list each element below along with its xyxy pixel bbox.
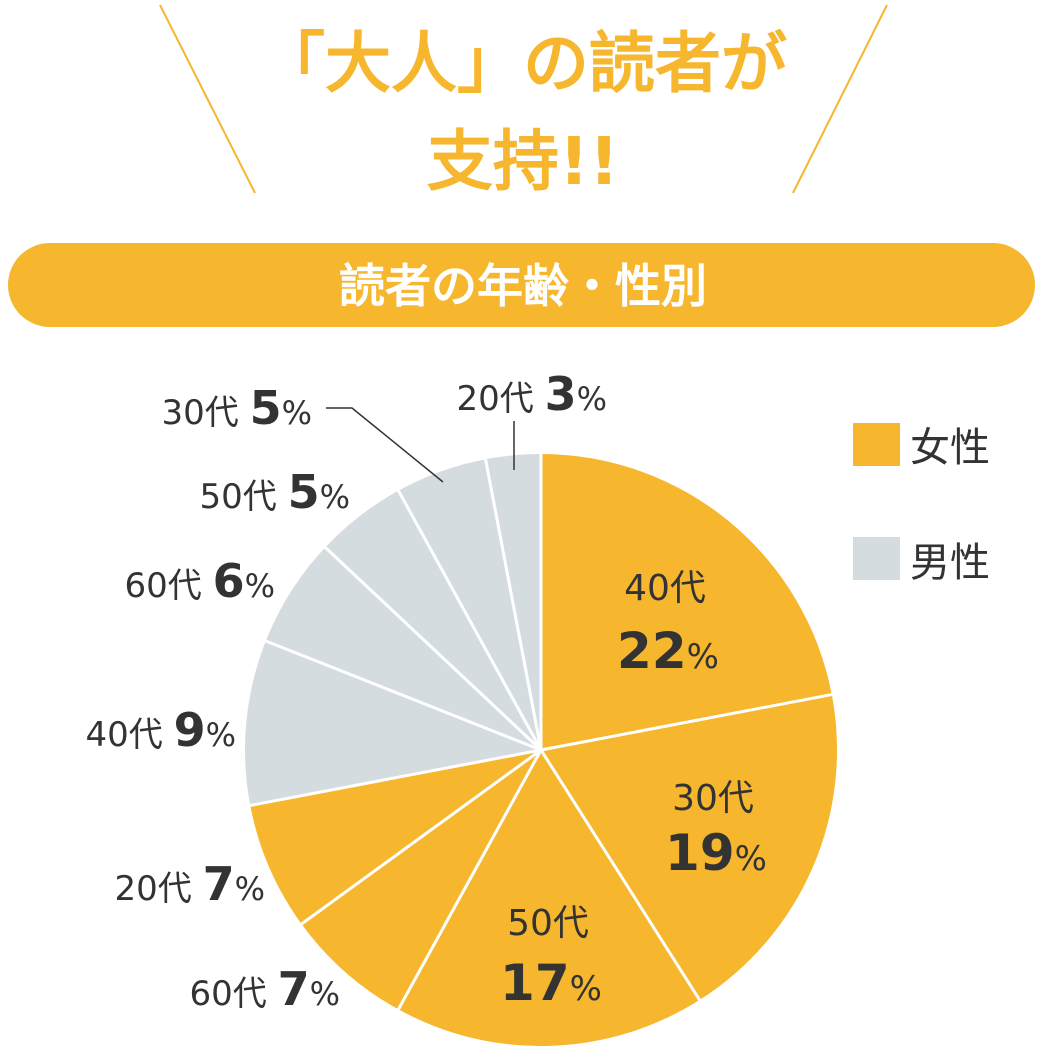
slice-age-label: 40代	[624, 568, 706, 609]
headline-deco-line-left	[159, 4, 256, 194]
slice-label: 60代 7%	[190, 962, 341, 1016]
slice-divider	[484, 458, 543, 751]
banner-pill	[8, 243, 1035, 327]
slice-percent-label: 22%	[617, 622, 719, 680]
pie-slice-female-50	[398, 750, 700, 1047]
legend-label-male: 男性	[910, 540, 990, 586]
slice-outside-label: 60代 7%	[190, 962, 341, 1016]
legend-swatch-male	[853, 537, 900, 580]
slice-divider	[540, 693, 833, 752]
slice-label: 30代 5%	[162, 381, 313, 435]
legend-label-female: 女性	[910, 425, 990, 471]
slice-percent-label: 17%	[500, 954, 602, 1012]
slice-divider	[397, 749, 543, 1011]
slice-divider	[300, 748, 542, 926]
pie-slice-female-30	[541, 694, 838, 1000]
slice-label: 50代 5%	[200, 465, 351, 519]
pie-dividers	[249, 454, 833, 1011]
leader-line-male-30	[326, 407, 444, 483]
slice-divider	[249, 748, 542, 807]
legend: 女性 男性	[853, 423, 990, 586]
slice-outside-label: 50代 5%	[200, 465, 351, 519]
pie-slices	[245, 454, 838, 1047]
slice-outside-label: 30代 5%	[162, 381, 313, 435]
headline-deco-line-right	[792, 4, 888, 194]
pie-slice-female-40	[541, 454, 832, 750]
headline-line2: 支持!!	[427, 123, 619, 200]
pie-slice-female-60	[301, 750, 541, 1010]
pie-slice-male-40	[245, 641, 542, 806]
slice-divider	[324, 546, 543, 752]
slice-outside-label: 40代 9%	[86, 703, 237, 757]
slice-percent-label: 19%	[665, 824, 767, 882]
slice-age-label: 50代	[507, 903, 589, 944]
pie-slice-male-30	[398, 459, 541, 750]
slice-label: 20代 3%	[457, 367, 608, 421]
slice-outside-label: 20代 7%	[115, 857, 266, 911]
legend-swatch-female	[853, 423, 900, 466]
slice-label: 40代 9%	[86, 703, 237, 757]
slice-outside-label: 20代 3%	[457, 367, 608, 421]
slice-outside-label: 60代 6%	[125, 554, 276, 608]
pie-slice-male-50	[325, 490, 541, 750]
banner-title: 読者の年齢・性別	[339, 259, 707, 313]
slice-label: 60代 6%	[125, 554, 276, 608]
slice-label: 20代 7%	[115, 857, 266, 911]
slice-divider	[265, 639, 542, 752]
pie-slice-male-60	[265, 547, 541, 750]
pie-slice-female-20	[250, 750, 542, 924]
slice-age-label: 30代	[672, 778, 754, 819]
headline-line1: 「大人」の読者が	[259, 25, 787, 102]
slice-divider	[539, 749, 701, 1001]
slice-divider	[397, 489, 543, 751]
